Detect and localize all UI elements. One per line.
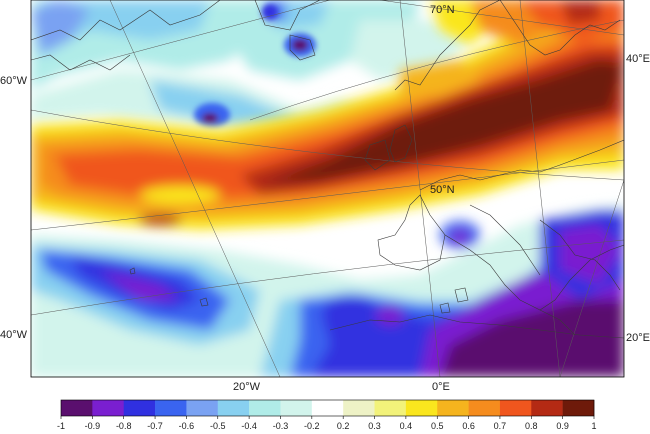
colorbar-tick-label: 0.8 <box>525 421 538 431</box>
colorbar-swatch <box>374 400 407 416</box>
colorbar-swatch <box>249 400 281 416</box>
lon-0e-label: 0°E <box>432 381 450 393</box>
colorbar-swatch <box>123 400 156 416</box>
colorbar-tick-label: 0.2 <box>337 421 350 431</box>
colorbar-tick-label: -0.6 <box>179 421 195 431</box>
colorbar-swatch <box>92 400 124 416</box>
colorbar-swatch <box>61 400 93 416</box>
colorbar-swatch <box>531 400 563 416</box>
colorbar-tick-label: -0.2 <box>304 421 320 431</box>
colorbar-swatch <box>311 400 344 416</box>
map-field <box>31 0 624 377</box>
colorbar-swatch <box>186 400 219 416</box>
lat-50n-label: 50°N <box>430 184 455 196</box>
colorbar: -1 -0.9 -0.8 -0.7 -0.6 -0.5 -0.4 -0.3 -0.2 0.2 0.3… <box>57 399 597 431</box>
north-negative-spots <box>194 4 316 127</box>
colorbar-swatch <box>217 400 250 416</box>
colorbar-tick-label: -0.3 <box>273 421 289 431</box>
lat-70n-label: 70°N <box>430 4 455 16</box>
lon-20e-label: 20°E <box>626 332 650 344</box>
colorbar-tick-label: -0.5 <box>210 421 226 431</box>
colorbar-swatch <box>562 400 595 416</box>
colorbar-tick-label: -0.8 <box>116 421 132 431</box>
colorbar-tick-label: -0.9 <box>85 421 101 431</box>
colorbar-swatch <box>499 400 532 416</box>
colorbar-swatch <box>343 400 375 416</box>
lon-40e-label: 40°E <box>626 53 650 65</box>
colorbar-swatch <box>155 400 187 416</box>
colorbar-tick-label: -1 <box>57 421 65 431</box>
positive-jet-band <box>31 0 624 230</box>
colorbar-tick-label: 0.4 <box>400 421 413 431</box>
map-frame <box>30 0 625 378</box>
coastlines <box>31 0 624 339</box>
colorbar-swatch <box>468 400 501 416</box>
lon-60w-label: 60°W <box>0 75 28 87</box>
colorbar-tick-label: 0.5 <box>431 421 444 431</box>
lon-40w-label: 40°W <box>0 329 28 341</box>
colorbar-tick-label: 1 <box>591 421 596 431</box>
colorbar-tick-label: -0.7 <box>147 421 163 431</box>
colorbar-swatch <box>405 400 438 416</box>
colorbar-tick-label: 0.7 <box>494 421 507 431</box>
colorbar-tick-label: 0.6 <box>462 421 475 431</box>
graticule <box>31 0 624 377</box>
colorbar-swatch <box>280 400 313 416</box>
colorbar-tick-label: -0.4 <box>241 421 257 431</box>
colorbar-frame <box>60 399 595 417</box>
colorbar-tick-label: 0.9 <box>556 421 569 431</box>
colorbar-swatch <box>437 400 469 416</box>
north-negative-field <box>31 0 470 140</box>
lon-20w-label: 20°W <box>233 381 261 393</box>
colorbar-tick-label: 0.3 <box>368 421 381 431</box>
south-negative-field <box>31 205 624 377</box>
